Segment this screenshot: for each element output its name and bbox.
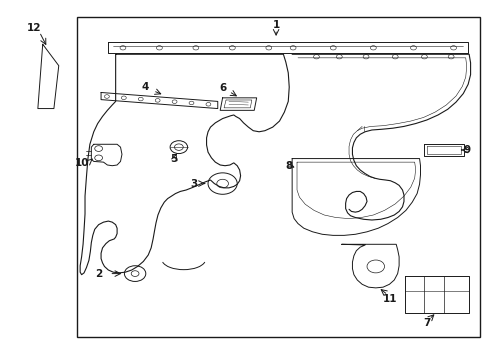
Polygon shape [291, 158, 420, 235]
Polygon shape [404, 276, 468, 313]
Polygon shape [341, 244, 398, 288]
Polygon shape [424, 144, 463, 156]
Text: 10: 10 [74, 158, 89, 168]
Text: 7: 7 [422, 318, 429, 328]
Text: 5: 5 [170, 154, 177, 164]
Text: 8: 8 [285, 161, 292, 171]
Text: 1: 1 [272, 19, 279, 30]
Bar [77, 18, 479, 337]
Text: 12: 12 [27, 23, 41, 33]
Polygon shape [91, 144, 122, 166]
Polygon shape [220, 98, 256, 111]
Text: 11: 11 [382, 294, 397, 303]
Polygon shape [38, 44, 59, 109]
Text: 9: 9 [462, 145, 469, 155]
Text: 2: 2 [95, 269, 102, 279]
Text: 6: 6 [219, 83, 226, 93]
Text: 4: 4 [141, 82, 148, 92]
Text: 3: 3 [189, 179, 197, 189]
